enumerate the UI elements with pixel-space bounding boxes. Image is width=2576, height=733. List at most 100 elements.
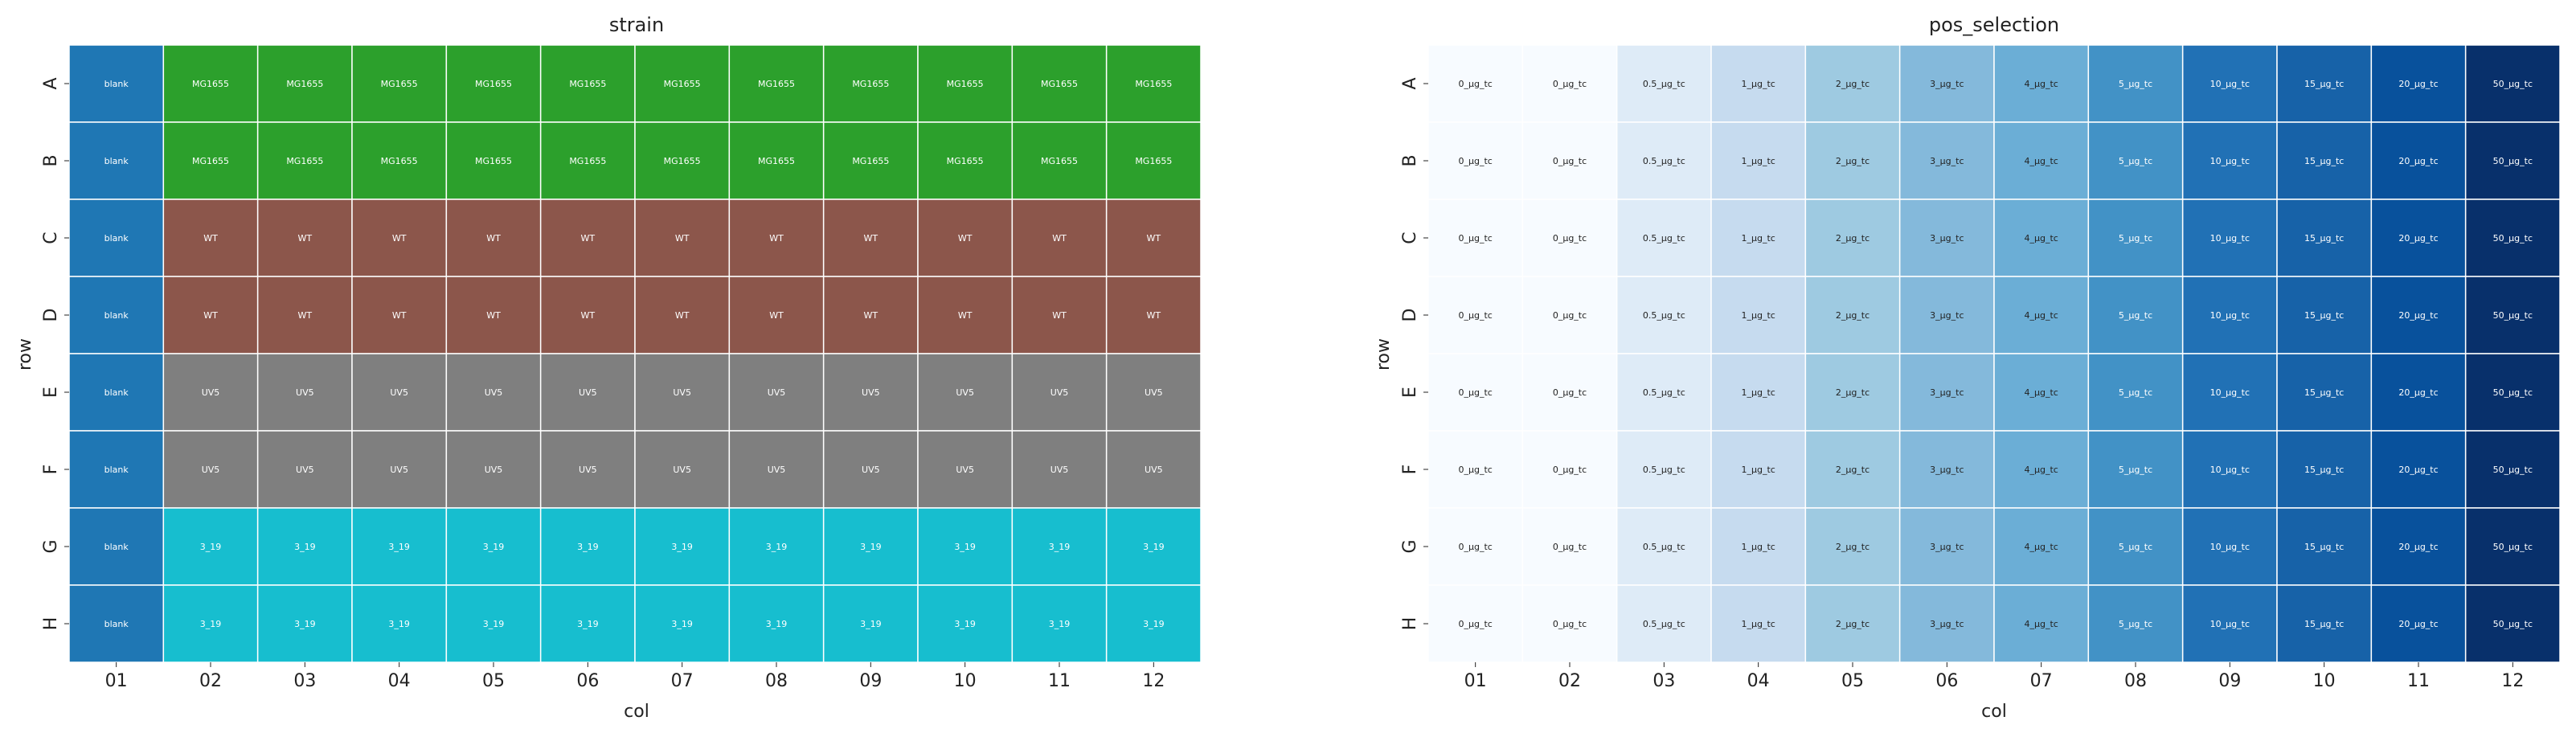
heatmap-cell	[162, 44, 259, 123]
heatmap-cell	[1105, 507, 1202, 586]
heatmap-cell	[539, 44, 636, 123]
heatmap-cell	[2464, 430, 2561, 509]
heatmap-cell	[68, 199, 165, 277]
heatmap-cell	[634, 430, 731, 509]
x-tick-label: 07	[2030, 671, 2053, 691]
pos-selection-y-ticks: A B C D E F G H	[1400, 77, 1428, 630]
heatmap-cell	[2181, 44, 2278, 123]
heatmap-cell	[445, 353, 542, 432]
cell-label: 0_µg_tc	[1458, 79, 1492, 89]
cell-label: 5_µg_tc	[2119, 619, 2152, 629]
cell-label: 3_19	[954, 542, 976, 552]
heatmap-cell	[1993, 430, 2090, 509]
cell-label: 3_µg_tc	[1930, 465, 1964, 475]
cell-label: MG1655	[475, 79, 512, 89]
strain-y-axis-label: row	[15, 338, 35, 371]
x-tick-label: 08	[2124, 671, 2147, 691]
heatmap-cell	[1804, 199, 1901, 277]
heatmap-cell	[256, 199, 353, 277]
cell-label: 5_µg_tc	[2119, 233, 2152, 244]
heatmap-cell	[822, 276, 919, 354]
cell-label: UV5	[956, 387, 974, 398]
heatmap-cell	[2370, 507, 2467, 586]
heatmap-cell	[728, 121, 825, 200]
cell-label: 3_µg_tc	[1930, 79, 1964, 89]
strain-title: strain	[609, 14, 664, 36]
heatmap-cell	[1427, 353, 1524, 432]
heatmap-cell	[1011, 584, 1108, 663]
heatmap-cell	[1011, 507, 1108, 586]
x-tick-label: 12	[2501, 671, 2524, 691]
cell-label: 20_µg_tc	[2398, 542, 2438, 552]
cell-label: WT	[1052, 233, 1067, 244]
cell-label: 3_19	[766, 542, 788, 552]
y-tick-label: C	[1400, 231, 1420, 244]
heatmap-cell	[1105, 430, 1202, 509]
cell-label: 0.5_µg_tc	[1643, 233, 1685, 244]
cell-label: 15_µg_tc	[2304, 310, 2344, 321]
cell-label: MG1655	[852, 156, 889, 166]
cell-label: 4_µg_tc	[2024, 619, 2058, 629]
x-tick-label: 04	[1747, 671, 1770, 691]
heatmap-cell	[2276, 353, 2373, 432]
cell-label: MG1655	[1135, 79, 1172, 89]
heatmap-cell	[822, 121, 919, 200]
heatmap-cell	[162, 121, 259, 200]
x-tick-label: 04	[388, 671, 411, 691]
heatmap-cell	[1616, 430, 1712, 509]
cell-label: MG1655	[1135, 156, 1172, 166]
heatmap-cell	[256, 584, 353, 663]
cell-label: UV5	[579, 465, 597, 475]
cell-label: UV5	[579, 387, 597, 398]
cell-label: 10_µg_tc	[2210, 233, 2250, 244]
cell-label: UV5	[673, 465, 691, 475]
cell-label: 50_µg_tc	[2493, 387, 2533, 398]
x-tick-label: 07	[671, 671, 694, 691]
heatmap-cell	[1521, 353, 1618, 432]
cell-label: 5_µg_tc	[2119, 156, 2152, 166]
cell-label: WT	[392, 310, 407, 321]
heatmap-cell	[1427, 121, 1524, 200]
cell-label: 2_µg_tc	[1836, 542, 1870, 552]
heatmap-cell	[917, 584, 1014, 663]
cell-label: 20_µg_tc	[2398, 387, 2438, 398]
cell-label: 0_µg_tc	[1458, 465, 1492, 475]
heatmap-cell	[2464, 44, 2561, 123]
y-tick-label: C	[41, 231, 61, 244]
cell-label: 3_19	[577, 542, 599, 552]
cell-label: WT	[298, 310, 313, 321]
cell-label: 0_µg_tc	[1458, 156, 1492, 166]
x-tick-label: 06	[576, 671, 599, 691]
heatmap-cell	[1898, 507, 1995, 586]
cell-label: 15_µg_tc	[2304, 79, 2344, 89]
cell-label: MG1655	[852, 79, 889, 89]
heatmap-cell	[539, 121, 636, 200]
cell-label: 3_19	[483, 542, 505, 552]
heatmap-cell	[2370, 276, 2467, 354]
y-tick-label: D	[1400, 309, 1420, 322]
cell-label: WT	[581, 233, 596, 244]
heatmap-cell	[2181, 276, 2278, 354]
cell-label: 3_19	[671, 542, 693, 552]
cell-label: 1_µg_tc	[1741, 619, 1775, 629]
cell-label: 15_µg_tc	[2304, 156, 2344, 166]
cell-label: 20_µg_tc	[2398, 619, 2438, 629]
cell-label: UV5	[1050, 465, 1069, 475]
y-tick-label: A	[1400, 77, 1420, 89]
heatmap-cell	[2087, 584, 2184, 663]
cell-label: 3_19	[388, 619, 410, 629]
cell-label: 3_µg_tc	[1930, 387, 1964, 398]
strain-x-ticks: 01 02 03 04 05 06 07 08 09 10 11 12	[105, 662, 1165, 691]
cell-label: WT	[298, 233, 313, 244]
cell-label: blank	[104, 233, 129, 244]
heatmap-cell	[2464, 584, 2561, 663]
cell-label: 5_µg_tc	[2119, 79, 2152, 89]
heatmap-cell	[445, 121, 542, 200]
cell-label: 50_µg_tc	[2493, 619, 2533, 629]
heatmap-cell	[634, 353, 731, 432]
cell-label: 3_µg_tc	[1930, 619, 1964, 629]
cell-label: 3_19	[200, 619, 222, 629]
cell-label: 3_19	[671, 619, 693, 629]
cell-label: blank	[104, 387, 129, 398]
heatmap-cell	[1011, 121, 1108, 200]
